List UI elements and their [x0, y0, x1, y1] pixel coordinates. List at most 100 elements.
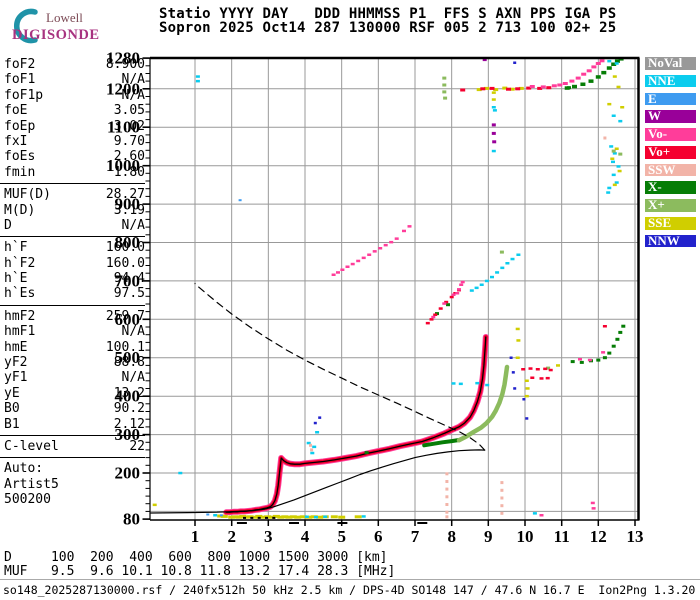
- param-row: h`F 160.0: [4, 240, 145, 255]
- panel-separator: [0, 457, 145, 459]
- app-logo: Lowell DIGISONDE: [8, 4, 148, 52]
- svg-text:8: 8: [447, 527, 456, 546]
- param-row: B0 90.2: [4, 401, 145, 416]
- param-label: fxI: [4, 133, 28, 149]
- panel-separator: [0, 304, 145, 306]
- param-row: foEs 2.60: [4, 149, 145, 164]
- param-value: 13.2: [113, 385, 145, 401]
- param-row: D N/A: [4, 218, 145, 233]
- legend-item-vo: Vo+: [645, 145, 696, 159]
- param-label: foEp: [4, 118, 36, 134]
- param-row: fmin 1.80: [4, 165, 145, 180]
- legend-item-sse: SSE: [645, 217, 696, 230]
- svg-text:900: 900: [115, 195, 141, 214]
- param-label: M(D): [4, 202, 36, 218]
- autoscaling-info: Auto:: [4, 461, 44, 477]
- param-label: h`E: [4, 271, 28, 287]
- param-label: D: [4, 217, 12, 233]
- param-label: h`Es: [4, 286, 36, 302]
- legend-item-nne: NNE: [645, 74, 696, 88]
- param-value: 22: [129, 438, 145, 454]
- autoscaling-info: 500200: [4, 492, 51, 508]
- param-label: hmF1: [4, 324, 36, 340]
- param-label: foF2: [4, 57, 36, 72]
- param-value: 2.60: [113, 149, 145, 165]
- svg-text:300: 300: [115, 425, 141, 444]
- param-row: MUF(D) 28.27: [4, 187, 145, 202]
- param-label: MUF(D): [4, 187, 51, 203]
- param-row: foF2 8.900: [4, 57, 145, 72]
- param-row: hmF1 N/A: [4, 324, 145, 339]
- param-value: 8.900: [105, 57, 145, 72]
- svg-text:9: 9: [484, 527, 493, 546]
- svg-text:3: 3: [264, 527, 273, 546]
- svg-text:500: 500: [115, 348, 141, 367]
- parameters-panel: foF2 8.900 foF1 N/A foF1p N/A foE 3.05 foEp 3.02 f…: [0, 57, 145, 508]
- svg-text:1200: 1200: [106, 79, 140, 98]
- svg-text:800: 800: [115, 233, 141, 252]
- param-label: yF2: [4, 355, 28, 371]
- param-row: h`Es 97.5: [4, 286, 145, 301]
- param-row: foEp 3.02: [4, 119, 145, 134]
- param-row: yE 13.2: [4, 386, 145, 401]
- svg-text:2: 2: [227, 527, 236, 546]
- param-row: fxI 9.70: [4, 134, 145, 149]
- header-field-names: Statio YYYY DAY DDD HHMMSS P1 FFS S AXN …: [159, 6, 617, 22]
- autoscaling-info: Artist5: [4, 476, 59, 492]
- distance-row: D 100 200 400 600 800 1000 1500 3000 [km…: [4, 550, 388, 565]
- param-value: 1.80: [113, 164, 145, 180]
- param-row: yF1 N/A: [4, 370, 145, 385]
- svg-text:4: 4: [301, 527, 310, 546]
- param-value: 160.0: [105, 240, 145, 256]
- svg-text:1280: 1280: [106, 49, 140, 68]
- legend-item-w: W: [645, 110, 696, 123]
- param-row: h`E 94.4: [4, 271, 145, 286]
- param-label: C-level: [4, 438, 59, 454]
- panel-separator: [0, 434, 145, 436]
- param-row: C-level 22: [4, 439, 145, 454]
- param-row: foE 3.05: [4, 103, 145, 118]
- logo-arc-icon: [14, 8, 38, 44]
- param-label: foEs: [4, 149, 36, 165]
- svg-text:6: 6: [374, 527, 383, 546]
- param-label: B1: [4, 416, 20, 432]
- muf-row: MUF 9.5 9.6 10.1 10.8 11.8 13.2 17.4 28.…: [4, 564, 396, 579]
- svg-text:1100: 1100: [107, 118, 140, 137]
- param-value: 2.12: [113, 416, 145, 432]
- param-value: N/A: [121, 217, 145, 233]
- param-label: h`F2: [4, 255, 36, 271]
- param-label: fmin: [4, 164, 36, 180]
- param-label: hmF2: [4, 308, 36, 324]
- param-value: 259.7: [105, 308, 145, 324]
- param-value: 3.19: [113, 202, 145, 218]
- param-label: foF1: [4, 72, 36, 88]
- param-value: N/A: [121, 324, 145, 340]
- param-value: 3.05: [113, 103, 145, 119]
- param-label: h`F: [4, 240, 28, 256]
- param-row: yF2 88.8: [4, 355, 145, 370]
- param-value: 100.1: [105, 339, 145, 355]
- param-value: 28.27: [105, 187, 145, 203]
- echo-legend: NoVal NNE E W Vo- Vo+ SSW X- X+ SSE NNW: [645, 57, 697, 253]
- param-value: 9.70: [113, 133, 145, 149]
- legend-item-noval: NoVal: [645, 57, 696, 70]
- svg-text:7: 7: [411, 527, 420, 546]
- svg-text:400: 400: [115, 387, 141, 406]
- legend-item-ssw: SSW: [645, 163, 696, 177]
- param-row: foF1p N/A: [4, 88, 145, 103]
- param-label: yF1: [4, 370, 28, 386]
- svg-text:12: 12: [590, 527, 607, 546]
- svg-text:80: 80: [123, 510, 140, 529]
- svg-text:5: 5: [337, 527, 346, 546]
- param-row: h`F2 160.0: [4, 256, 145, 271]
- header-field-values: Sopron 2025 Oct14 287 130000 RSF 005 2 7…: [159, 20, 617, 36]
- param-label: yE: [4, 385, 20, 401]
- param-row: foF1 N/A: [4, 72, 145, 87]
- param-value: 90.2: [113, 401, 145, 417]
- logo-lowell: Lowell: [46, 10, 83, 25]
- svg-text:700: 700: [115, 271, 141, 290]
- svg-text:10: 10: [517, 527, 534, 546]
- param-label: foE: [4, 103, 28, 119]
- panel-separator: [0, 236, 145, 238]
